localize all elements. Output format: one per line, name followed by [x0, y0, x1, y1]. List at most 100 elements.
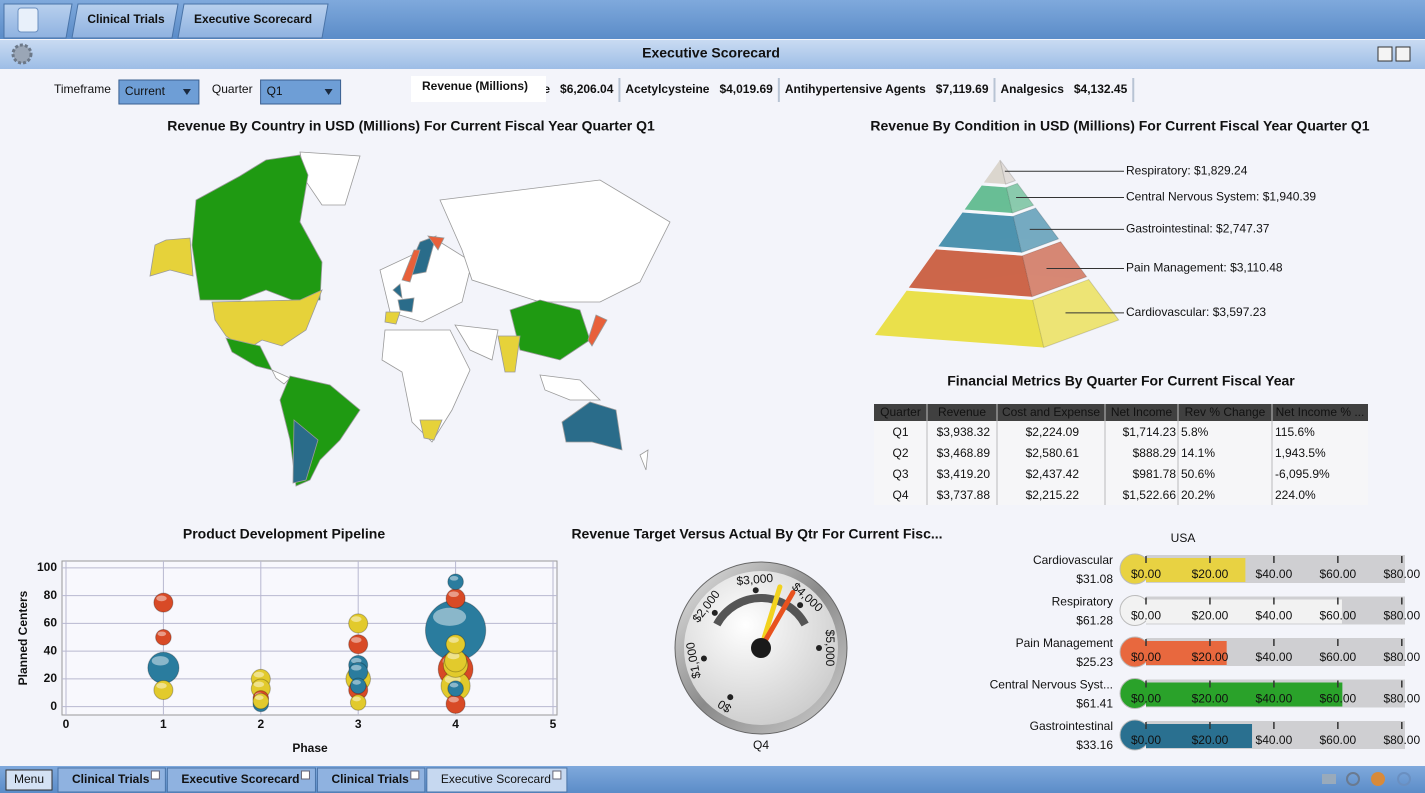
task-tab-label[interactable]: Clinical Trials: [331, 772, 409, 786]
layer-side: [1032, 278, 1120, 349]
pyramid-label: Respiratory: $1,829.24: [1126, 163, 1248, 177]
central-america: [271, 369, 291, 385]
bubble-shine: [351, 657, 362, 664]
search-icon[interactable]: [1346, 772, 1360, 786]
bullet-category: Respiratory: [1052, 595, 1113, 609]
gauge-needle: [758, 590, 796, 651]
task-tab-label[interactable]: Executive Scorecard: [441, 772, 551, 786]
layer-front: [964, 185, 1013, 213]
bubble-shine: [351, 637, 362, 643]
menu-button[interactable]: [5, 769, 53, 791]
dropdown-arrow[interactable]: [182, 89, 191, 95]
task-tab[interactable]: [316, 767, 426, 793]
tab-label[interactable]: Executive Scorecard: [194, 12, 312, 26]
table-body-bg: [874, 421, 1368, 505]
ticker: ne$6,206.04Acetylcysteine$4,019.69Antihy…: [536, 78, 1135, 102]
task-tab[interactable]: [166, 767, 316, 793]
grid-icon[interactable]: [1322, 774, 1336, 784]
ticker-items: ne$6,206.04Acetylcysteine$4,019.69Antihy…: [536, 78, 1135, 102]
bullet-bar: [1146, 558, 1246, 582]
maximize-button[interactable]: [1395, 46, 1411, 62]
bullet-tick-label: $0.00: [1131, 609, 1161, 623]
bullet-tick-label: $80.00: [1383, 567, 1420, 581]
title-bar: [0, 40, 1425, 69]
table-header: Net Income: [1111, 405, 1173, 419]
bullet-tick-label: $20.00: [1192, 733, 1229, 747]
task-tab[interactable]: [426, 767, 568, 793]
task-tab-label[interactable]: Clinical Trials: [72, 772, 150, 786]
dropdown-value[interactable]: Current: [125, 84, 166, 98]
bubble: [445, 693, 466, 714]
bubble: [447, 573, 464, 591]
bubble-shine: [448, 637, 459, 643]
dropdown-value[interactable]: Q1: [267, 84, 283, 98]
settings-icon[interactable]: [11, 43, 33, 65]
filters: Timeframe Current Quarter Q1: [54, 79, 342, 105]
new-zealand: [639, 449, 649, 471]
table-cell: $2,215.22: [1026, 488, 1080, 502]
south-africa: [419, 419, 443, 441]
dropdown-arrow[interactable]: [324, 89, 333, 95]
refresh-icon[interactable]: [1397, 772, 1411, 786]
bubble-shine: [156, 682, 167, 689]
table-cell: $3,468.89: [937, 446, 991, 460]
layer-front: [908, 249, 1032, 297]
bullet-tick-label: $40.00: [1256, 609, 1293, 623]
spain: [384, 311, 401, 325]
table-cell: 115.6%: [1275, 425, 1315, 439]
table-header: Net Income % ...: [1276, 405, 1365, 419]
x-tick-label: 4: [452, 717, 459, 731]
minimize-button[interactable]: [1377, 46, 1393, 62]
table-cell: Q1: [892, 425, 908, 439]
pyramid-label: Pain Management: $3,110.48: [1126, 261, 1283, 275]
bubble-shine: [449, 575, 459, 581]
bubble-body: [348, 634, 369, 655]
close-button[interactable]: [150, 770, 160, 780]
bubble: [155, 629, 172, 646]
y-tick-label: 80: [44, 588, 58, 602]
task-tab-label[interactable]: Executive Scorecard: [181, 772, 299, 786]
bubble-body: [155, 629, 172, 646]
task-tab[interactable]: [57, 767, 166, 793]
tab-label[interactable]: Clinical Trials: [87, 12, 165, 26]
ticker-value: $4,132.45: [1074, 82, 1128, 96]
close-button[interactable]: [410, 770, 420, 780]
bullet-tick-label: $80.00: [1383, 733, 1420, 747]
bullet-bar: [1146, 724, 1253, 748]
bullet-tick-label: $60.00: [1320, 692, 1357, 706]
south-america: [279, 375, 361, 487]
color-icon[interactable]: [1371, 772, 1385, 786]
bubble: [445, 588, 466, 609]
southeast-asia: [539, 374, 601, 401]
bullet-tick-label: $20.00: [1192, 567, 1229, 581]
map-title: Revenue By Country in USD (Millions) For…: [167, 118, 655, 134]
bubble: [147, 651, 180, 684]
bubble: [348, 661, 369, 683]
tab[interactable]: [177, 3, 329, 39]
bullet-category: Gastrointestinal: [1030, 719, 1113, 733]
x-tick-label: 5: [550, 717, 557, 731]
menu-label[interactable]: Menu: [14, 772, 44, 786]
bullet-tick-label: $0.00: [1131, 567, 1161, 581]
table-cell: $1,522.66: [1123, 488, 1177, 502]
bullet-bar: [1146, 599, 1342, 624]
bullet-tick-label: $80.00: [1383, 609, 1420, 623]
bubble-shine: [449, 682, 459, 688]
tab[interactable]: [71, 3, 179, 39]
ticker-name: Antihypertensive Agents: [785, 82, 926, 96]
gauge-tick-label: $1,000: [683, 641, 703, 680]
table-cell: $1,714.23: [1123, 425, 1177, 439]
table-cell: $3,938.32: [937, 425, 991, 439]
bullet-bar: [1146, 641, 1227, 665]
bullet-value: $61.41: [1076, 697, 1113, 711]
table-cell: $888.29: [1133, 446, 1177, 460]
canada: [191, 154, 323, 301]
home-icon: [17, 7, 39, 33]
charts: Revenue By Condition in USD (Millions) F…: [16, 118, 1420, 755]
pyramid-label: Central Nervous System: $1,940.39: [1126, 190, 1316, 204]
gauge-tick: [797, 602, 804, 609]
bubble-body: [252, 692, 270, 710]
close-button[interactable]: [300, 770, 310, 780]
ticker-name: Acetylcysteine: [625, 82, 709, 96]
close-button[interactable]: [552, 770, 562, 780]
